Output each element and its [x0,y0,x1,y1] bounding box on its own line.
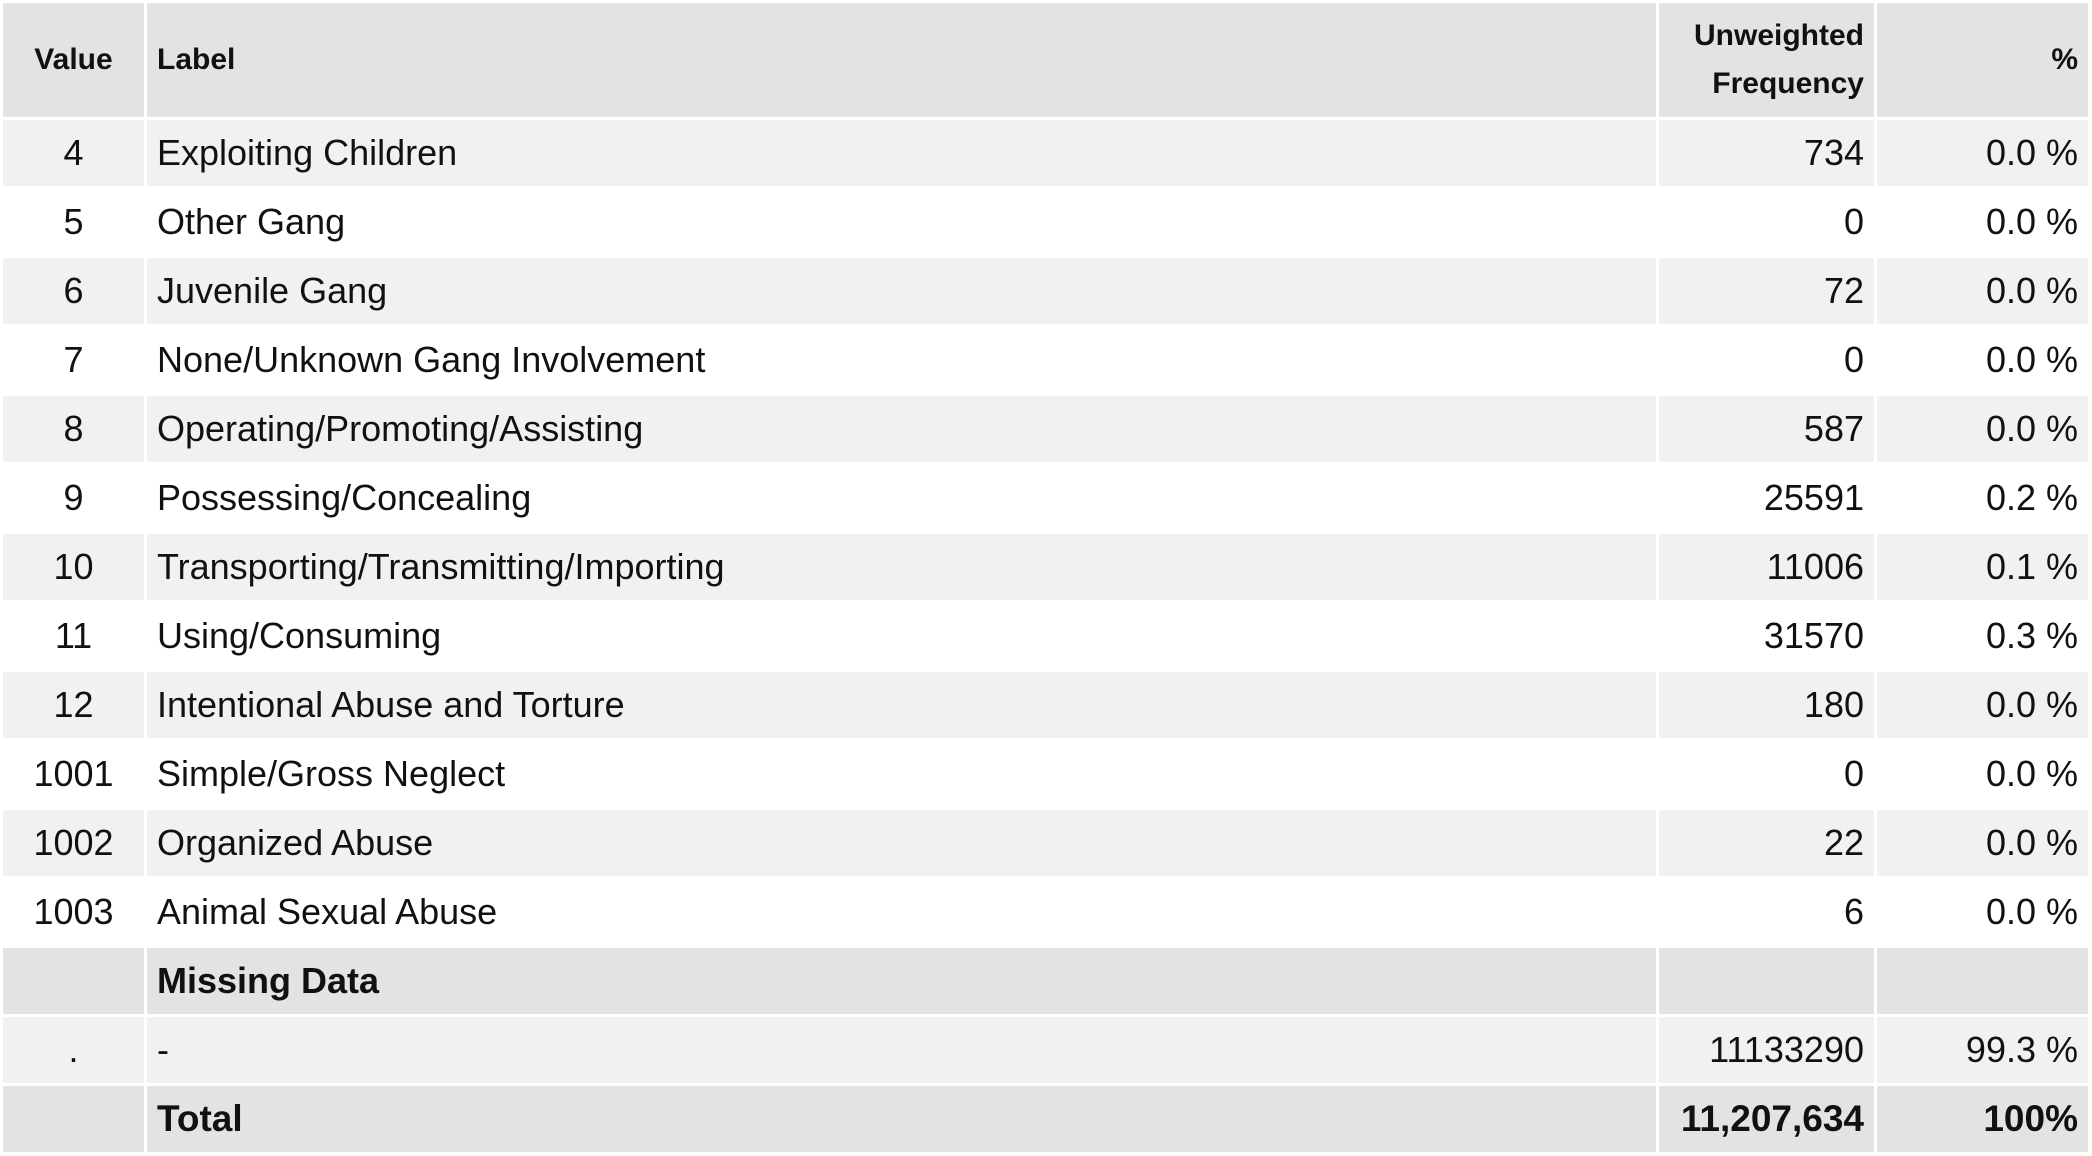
cell-value: 1003 [3,879,144,945]
table-row: 4 Exploiting Children 734 0.0 % [3,120,2088,186]
total-row: Total 11,207,634 100% [3,1086,2088,1152]
total-percent: 100% [1877,1086,2088,1152]
missing-heading-value-cell [3,948,144,1014]
cell-label: Intentional Abuse and Torture [147,672,1656,738]
header-percent: % [1877,3,2088,117]
cell-frequency: 0 [1659,189,1874,255]
cell-frequency: 25591 [1659,465,1874,531]
table-row: 11 Using/Consuming 31570 0.3 % [3,603,2088,669]
cell-frequency: 11133290 [1659,1017,1874,1083]
cell-percent: 0.0 % [1877,327,2088,393]
cell-label: Exploiting Children [147,120,1656,186]
cell-label: Simple/Gross Neglect [147,741,1656,807]
header-value: Value [3,3,144,117]
missing-heading-percent-cell [1877,948,2088,1014]
cell-percent: 0.0 % [1877,258,2088,324]
cell-percent: 0.0 % [1877,741,2088,807]
cell-label: Animal Sexual Abuse [147,879,1656,945]
cell-percent: 0.0 % [1877,189,2088,255]
header-label: Label [147,3,1656,117]
cell-frequency: 734 [1659,120,1874,186]
cell-value: 8 [3,396,144,462]
cell-value: 7 [3,327,144,393]
cell-value: 11 [3,603,144,669]
cell-frequency: 6 [1659,879,1874,945]
missing-data-heading-row: Missing Data [3,948,2088,1014]
total-frequency: 11,207,634 [1659,1086,1874,1152]
cell-label: - [147,1017,1656,1083]
missing-heading-frequency-cell [1659,948,1874,1014]
cell-label: None/Unknown Gang Involvement [147,327,1656,393]
total-value-cell [3,1086,144,1152]
table-header: Value Label Unweighted Frequency % [3,3,2088,117]
table-row: 1003 Animal Sexual Abuse 6 0.0 % [3,879,2088,945]
table-row: 10 Transporting/Transmitting/Importing 1… [3,534,2088,600]
table-row: 1001 Simple/Gross Neglect 0 0.0 % [3,741,2088,807]
cell-frequency: 180 [1659,672,1874,738]
cell-value: 12 [3,672,144,738]
cell-frequency: 22 [1659,810,1874,876]
missing-data-heading: Missing Data [147,948,1656,1014]
cell-frequency: 587 [1659,396,1874,462]
table-row: 6 Juvenile Gang 72 0.0 % [3,258,2088,324]
header-frequency: Unweighted Frequency [1659,3,1874,117]
cell-value: 1001 [3,741,144,807]
table-row: 7 None/Unknown Gang Involvement 0 0.0 % [3,327,2088,393]
header-row: Value Label Unweighted Frequency % [3,3,2088,117]
cell-frequency: 72 [1659,258,1874,324]
cell-value: 1002 [3,810,144,876]
cell-percent: 99.3 % [1877,1017,2088,1083]
cell-percent: 0.1 % [1877,534,2088,600]
cell-percent: 0.2 % [1877,465,2088,531]
total-label: Total [147,1086,1656,1152]
cell-percent: 0.0 % [1877,396,2088,462]
cell-label: Transporting/Transmitting/Importing [147,534,1656,600]
table-row: 1002 Organized Abuse 22 0.0 % [3,810,2088,876]
table-row: 12 Intentional Abuse and Torture 180 0.0… [3,672,2088,738]
cell-percent: 0.0 % [1877,810,2088,876]
cell-value: . [3,1017,144,1083]
cell-label: Juvenile Gang [147,258,1656,324]
table-row: 8 Operating/Promoting/Assisting 587 0.0 … [3,396,2088,462]
cell-label: Organized Abuse [147,810,1656,876]
cell-label: Using/Consuming [147,603,1656,669]
cell-percent: 0.0 % [1877,672,2088,738]
cell-value: 10 [3,534,144,600]
cell-value: 6 [3,258,144,324]
cell-percent: 0.0 % [1877,879,2088,945]
cell-percent: 0.0 % [1877,120,2088,186]
cell-frequency: 11006 [1659,534,1874,600]
cell-frequency: 31570 [1659,603,1874,669]
cell-label: Possessing/Concealing [147,465,1656,531]
table-body: 4 Exploiting Children 734 0.0 % 5 Other … [3,120,2088,1152]
cell-value: 5 [3,189,144,255]
cell-percent: 0.3 % [1877,603,2088,669]
missing-data-row: . - 11133290 99.3 % [3,1017,2088,1083]
cell-label: Other Gang [147,189,1656,255]
cell-frequency: 0 [1659,327,1874,393]
cell-frequency: 0 [1659,741,1874,807]
cell-label: Operating/Promoting/Assisting [147,396,1656,462]
cell-value: 4 [3,120,144,186]
table-row: 5 Other Gang 0 0.0 % [3,189,2088,255]
header-frequency-line2: Frequency [1712,67,1864,100]
table-row: 9 Possessing/Concealing 25591 0.2 % [3,465,2088,531]
header-frequency-line1: Unweighted [1694,19,1864,52]
cell-value: 9 [3,465,144,531]
